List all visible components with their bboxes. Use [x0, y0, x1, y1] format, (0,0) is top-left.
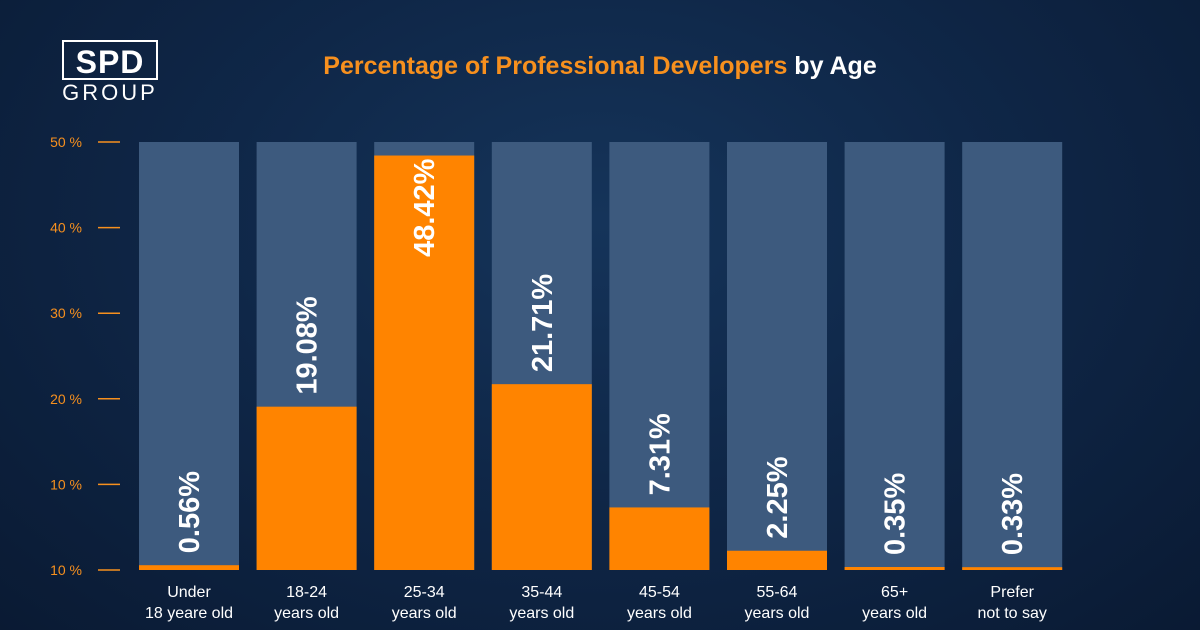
chart-title-highlight: Percentage of Professional Developers	[323, 52, 788, 80]
bar-value-label: 0.56%	[174, 471, 206, 553]
x-category-label: 55-64	[757, 584, 798, 601]
x-category-label: Prefer	[990, 584, 1034, 601]
bar-track	[727, 142, 827, 570]
bar-value-label: 7.31%	[644, 413, 676, 495]
y-tick-label: 40 %	[50, 220, 82, 236]
y-tick-label: 10 %	[50, 562, 82, 578]
logo-group: GROUP	[62, 80, 158, 105]
x-category-label: 18-24	[286, 584, 327, 601]
x-category-label: 45-54	[639, 584, 680, 601]
x-category-label: years old	[745, 605, 810, 622]
bar-value-label: 19.08%	[292, 296, 324, 395]
logo-spd: SPD	[62, 40, 158, 80]
bar-track	[139, 142, 239, 570]
bar-track	[609, 142, 710, 570]
bar-value-label: 2.25%	[762, 456, 794, 538]
y-tick-label: 20 %	[50, 391, 82, 407]
bar	[491, 384, 592, 570]
x-category-label: years old	[862, 605, 927, 622]
bar-value-label: 0.35%	[880, 473, 912, 555]
bar	[139, 565, 239, 570]
bar-track	[844, 142, 945, 570]
spd-group-logo: SPD GROUP	[62, 40, 158, 104]
y-tick-label: 50 %	[50, 134, 82, 150]
bar	[844, 567, 945, 570]
bar-value-label: 21.71%	[527, 274, 559, 373]
x-category-label: 25-34	[404, 584, 445, 601]
x-category-label: years old	[274, 605, 339, 622]
y-tick-label: 30 %	[50, 305, 82, 321]
x-category-label: Under	[167, 584, 211, 601]
bar	[962, 567, 1063, 570]
x-category-label: 65+	[881, 584, 908, 601]
bar-track	[962, 142, 1063, 570]
x-category-label: not to say	[978, 605, 1047, 622]
x-category-label: years old	[627, 605, 692, 622]
chart-title-rest: by Age	[794, 52, 877, 80]
x-category-label: years old	[392, 605, 457, 622]
x-category-label: 35-44	[521, 584, 562, 601]
bar	[256, 406, 357, 570]
bar	[727, 550, 827, 570]
x-category-label: years old	[509, 605, 574, 622]
chart-title: Percentage of Professional Developers by…	[0, 50, 1200, 82]
x-category-label: 18 yeare old	[145, 605, 233, 622]
bar	[374, 155, 475, 571]
y-tick-label: 10 %	[50, 476, 82, 492]
bar-value-label: 0.33%	[997, 473, 1029, 555]
bar	[609, 507, 710, 570]
bar-value-label: 48.42%	[409, 158, 441, 257]
